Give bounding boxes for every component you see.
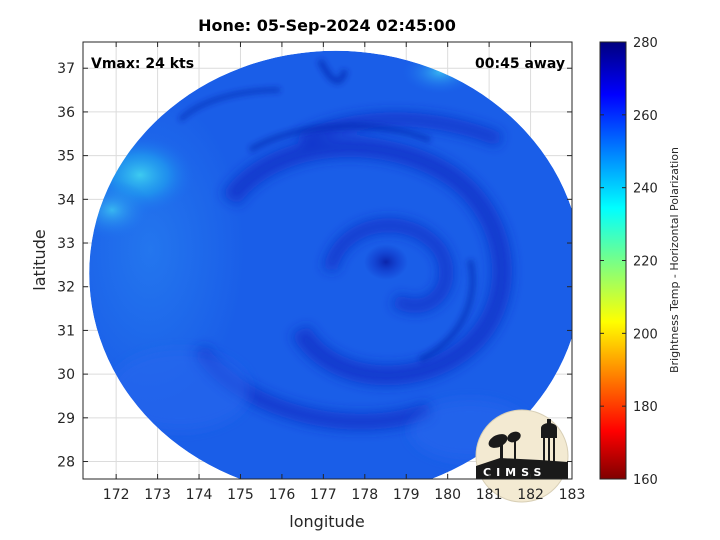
water-tower-icon bbox=[541, 419, 557, 462]
x-axis-ticks: 172 173 174 175 176 177 178 179 180 181 182 183 bbox=[103, 42, 586, 503]
y-tick-label: 33 bbox=[57, 236, 75, 252]
vmax-label: Vmax: 24 kts bbox=[91, 56, 194, 72]
colorbar-ticks: 160 180 200 220 240 260 280 bbox=[600, 36, 658, 488]
y-tick-label: 30 bbox=[57, 367, 75, 383]
x-tick-label: 175 bbox=[227, 487, 254, 503]
y-tick-label: 31 bbox=[57, 323, 75, 339]
y-tick-label: 28 bbox=[57, 455, 75, 471]
x-tick-label: 174 bbox=[186, 487, 213, 503]
y-tick-label: 37 bbox=[57, 61, 75, 77]
x-tick-label: 180 bbox=[434, 487, 461, 503]
y-tick-label: 36 bbox=[57, 105, 75, 121]
colorbar-tick-label: 240 bbox=[633, 182, 658, 197]
y-tick-label: 29 bbox=[57, 411, 75, 427]
x-tick-label: 178 bbox=[351, 487, 378, 503]
x-tick-label: 179 bbox=[393, 487, 420, 503]
plot-frame bbox=[82, 41, 573, 480]
chart-title: Hone: 05-Sep-2024 02:45:00 bbox=[198, 16, 456, 35]
x-tick-label: 181 bbox=[476, 487, 503, 503]
x-tick-label: 176 bbox=[269, 487, 296, 503]
x-tick-label: 172 bbox=[103, 487, 130, 503]
y-tick-label: 32 bbox=[57, 280, 75, 296]
y-axis-label: latitude bbox=[30, 229, 49, 290]
y-tick-label: 34 bbox=[57, 192, 75, 208]
colorbar-tick-label: 200 bbox=[633, 327, 658, 342]
y-tick-label: 35 bbox=[57, 149, 75, 165]
y-axis-ticks: 28 29 30 31 32 33 34 35 36 37 bbox=[57, 61, 572, 471]
x-tick-label: 183 bbox=[559, 487, 586, 503]
colorbar-tick-label: 180 bbox=[633, 400, 658, 415]
x-axis-label: longitude bbox=[289, 512, 364, 531]
colorbar-tick-label: 280 bbox=[633, 36, 658, 51]
colorbar-tick-label: 220 bbox=[633, 255, 658, 270]
cimss-logo-text: CIMSS bbox=[483, 466, 546, 479]
colorbar bbox=[599, 41, 627, 480]
x-tick-label: 177 bbox=[310, 487, 337, 503]
x-tick-label: 173 bbox=[144, 487, 171, 503]
colorbar-tick-label: 260 bbox=[633, 109, 658, 124]
colorbar-label: Brightness Temp - Horizontal Polarizatio… bbox=[668, 147, 681, 373]
storm-core bbox=[364, 244, 408, 280]
time-away-label: 00:45 away bbox=[475, 56, 565, 72]
x-tick-label: 182 bbox=[517, 487, 544, 503]
colorbar-tick-label: 160 bbox=[633, 473, 658, 488]
